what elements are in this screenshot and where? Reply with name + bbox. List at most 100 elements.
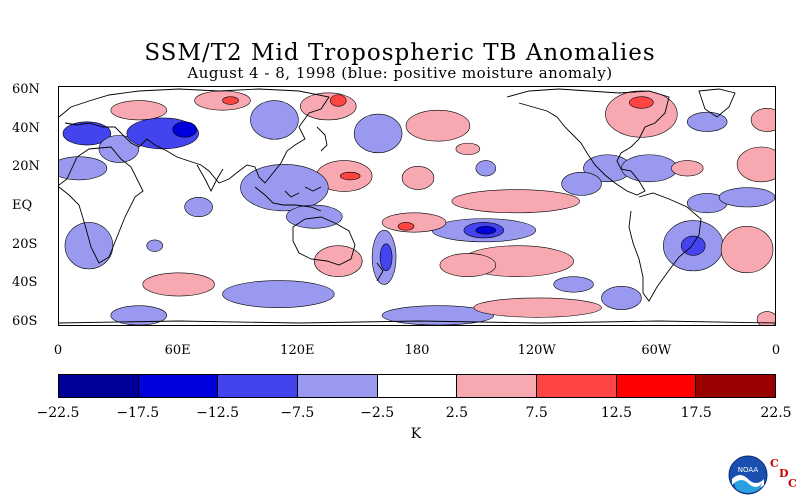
moist-anomaly-region [146, 239, 164, 252]
moist-anomaly-region [379, 243, 393, 272]
moist-anomaly-region [475, 226, 497, 235]
latitude-label: 40S [12, 275, 38, 291]
longitude-label: 120E [280, 343, 315, 358]
color-scale-label: 12.5 [600, 405, 633, 421]
color-swatch-5 [457, 375, 538, 397]
color-swatch-4 [377, 375, 458, 397]
map-title: SSM/T2 Mid Tropospheric TB Anomalies [144, 40, 656, 66]
dry-anomaly-region [110, 100, 168, 121]
moist-anomaly-region [64, 222, 114, 270]
color-scale-label: 7.5 [525, 405, 548, 421]
latitude-label: 60N [12, 81, 40, 97]
dry-anomaly-region [401, 166, 435, 190]
latitude-label: 20N [12, 159, 40, 175]
longitude-label: 0 [53, 343, 63, 358]
color-scale-label: 17.5 [680, 405, 712, 421]
dry-anomaly-region [339, 171, 361, 181]
color-scale-label: 22.5 [760, 405, 792, 421]
moist-anomaly-region [553, 276, 594, 293]
moist-anomaly-region [381, 305, 495, 325]
color-swatch-0 [59, 375, 139, 397]
color-scale-bar [58, 374, 776, 398]
dry-anomaly-region [473, 297, 602, 318]
dry-anomaly-region [439, 253, 497, 277]
dry-anomaly-region [222, 96, 239, 105]
coastline-layer [59, 88, 775, 324]
coastline-south-america [628, 192, 702, 302]
moist-anomaly-region [718, 187, 775, 208]
coastline-japan [316, 126, 328, 152]
coastline-new-zealand [376, 262, 384, 282]
color-swatch-3 [298, 375, 378, 397]
anomaly-map [59, 88, 775, 325]
latitude-label: 60S [12, 314, 38, 330]
dry-anomaly-region [329, 94, 347, 107]
longitude-label: 120W [517, 343, 556, 358]
moist-anomaly-region [240, 164, 329, 212]
moist-anomaly-region [110, 305, 167, 325]
moist-anomaly-region [601, 286, 642, 310]
dry-anomaly-region [756, 311, 775, 325]
map-panel [58, 86, 776, 326]
moist-anomaly-region [353, 113, 403, 154]
map-subtitle: August 4 - 8, 1998 (blue: positive moist… [187, 64, 613, 82]
moist-anomaly-region [98, 135, 140, 163]
coastline-australia [292, 216, 356, 266]
dry-anomaly-region [750, 107, 775, 132]
latitude-label: EQ [12, 198, 33, 213]
coastline-greenland [698, 88, 736, 118]
dry-anomaly-region [629, 96, 654, 109]
color-scale-label: −7.5 [280, 405, 315, 421]
noaa-logo-icon: NOAA [728, 455, 768, 495]
logo-letter-2: D [779, 467, 789, 480]
latitude-label: 40N [12, 120, 40, 136]
moist-anomaly-region [172, 121, 197, 138]
color-swatch-2 [218, 375, 299, 397]
logo-letter-1: C [770, 457, 779, 470]
longitude-label: 60E [164, 343, 191, 358]
coastline-antarctica [59, 320, 775, 324]
moist-anomaly-region [59, 156, 108, 181]
coastline-indonesia [254, 186, 322, 212]
dry-anomaly-region [455, 142, 481, 156]
color-swatch-6 [537, 375, 617, 397]
noaa-logo-text: NOAA [738, 466, 759, 474]
longitude-label: 180 [404, 343, 430, 358]
coastline-north-america [506, 88, 670, 196]
logo-letter-3: C [788, 477, 797, 490]
dry-anomaly-region [720, 226, 774, 274]
dry-anomaly-region [313, 245, 363, 277]
longitude-label: 60W [641, 343, 672, 358]
color-scale-label: −22.5 [36, 405, 80, 421]
moist-anomaly-region [686, 111, 728, 132]
dry-anomaly-region [451, 189, 580, 214]
anomaly-region-layer [59, 90, 775, 325]
color-scale-unit: K [410, 426, 422, 442]
moist-anomaly-region [561, 171, 602, 196]
color-scale-label: −17.5 [116, 405, 160, 421]
moist-anomaly-region [222, 280, 335, 308]
color-swatch-8 [696, 375, 776, 397]
dry-anomaly-region [381, 212, 447, 233]
dry-anomaly-region [605, 90, 678, 138]
dry-anomaly-region [142, 272, 215, 297]
moist-anomaly-region [250, 100, 299, 140]
color-swatch-1 [138, 375, 219, 397]
latitude-label: 20S [12, 236, 38, 252]
color-scale-label: −2.5 [360, 405, 395, 421]
coastline-africa [59, 146, 144, 264]
longitude-label: 0 [771, 343, 781, 358]
color-scale-label: −12.5 [196, 405, 239, 421]
moist-anomaly-region [62, 121, 112, 146]
color-scale-label: 2.5 [445, 405, 468, 421]
moist-anomaly-region [184, 197, 213, 217]
dry-anomaly-region [736, 146, 775, 183]
dry-anomaly-region [397, 222, 415, 231]
dry-anomaly-region [405, 109, 471, 142]
moist-anomaly-region [621, 154, 678, 183]
coastline-eurasia [59, 88, 330, 184]
color-swatch-7 [616, 375, 697, 397]
dry-anomaly-region [670, 160, 704, 177]
coastline-india [196, 164, 224, 193]
moist-anomaly-region [475, 160, 497, 177]
